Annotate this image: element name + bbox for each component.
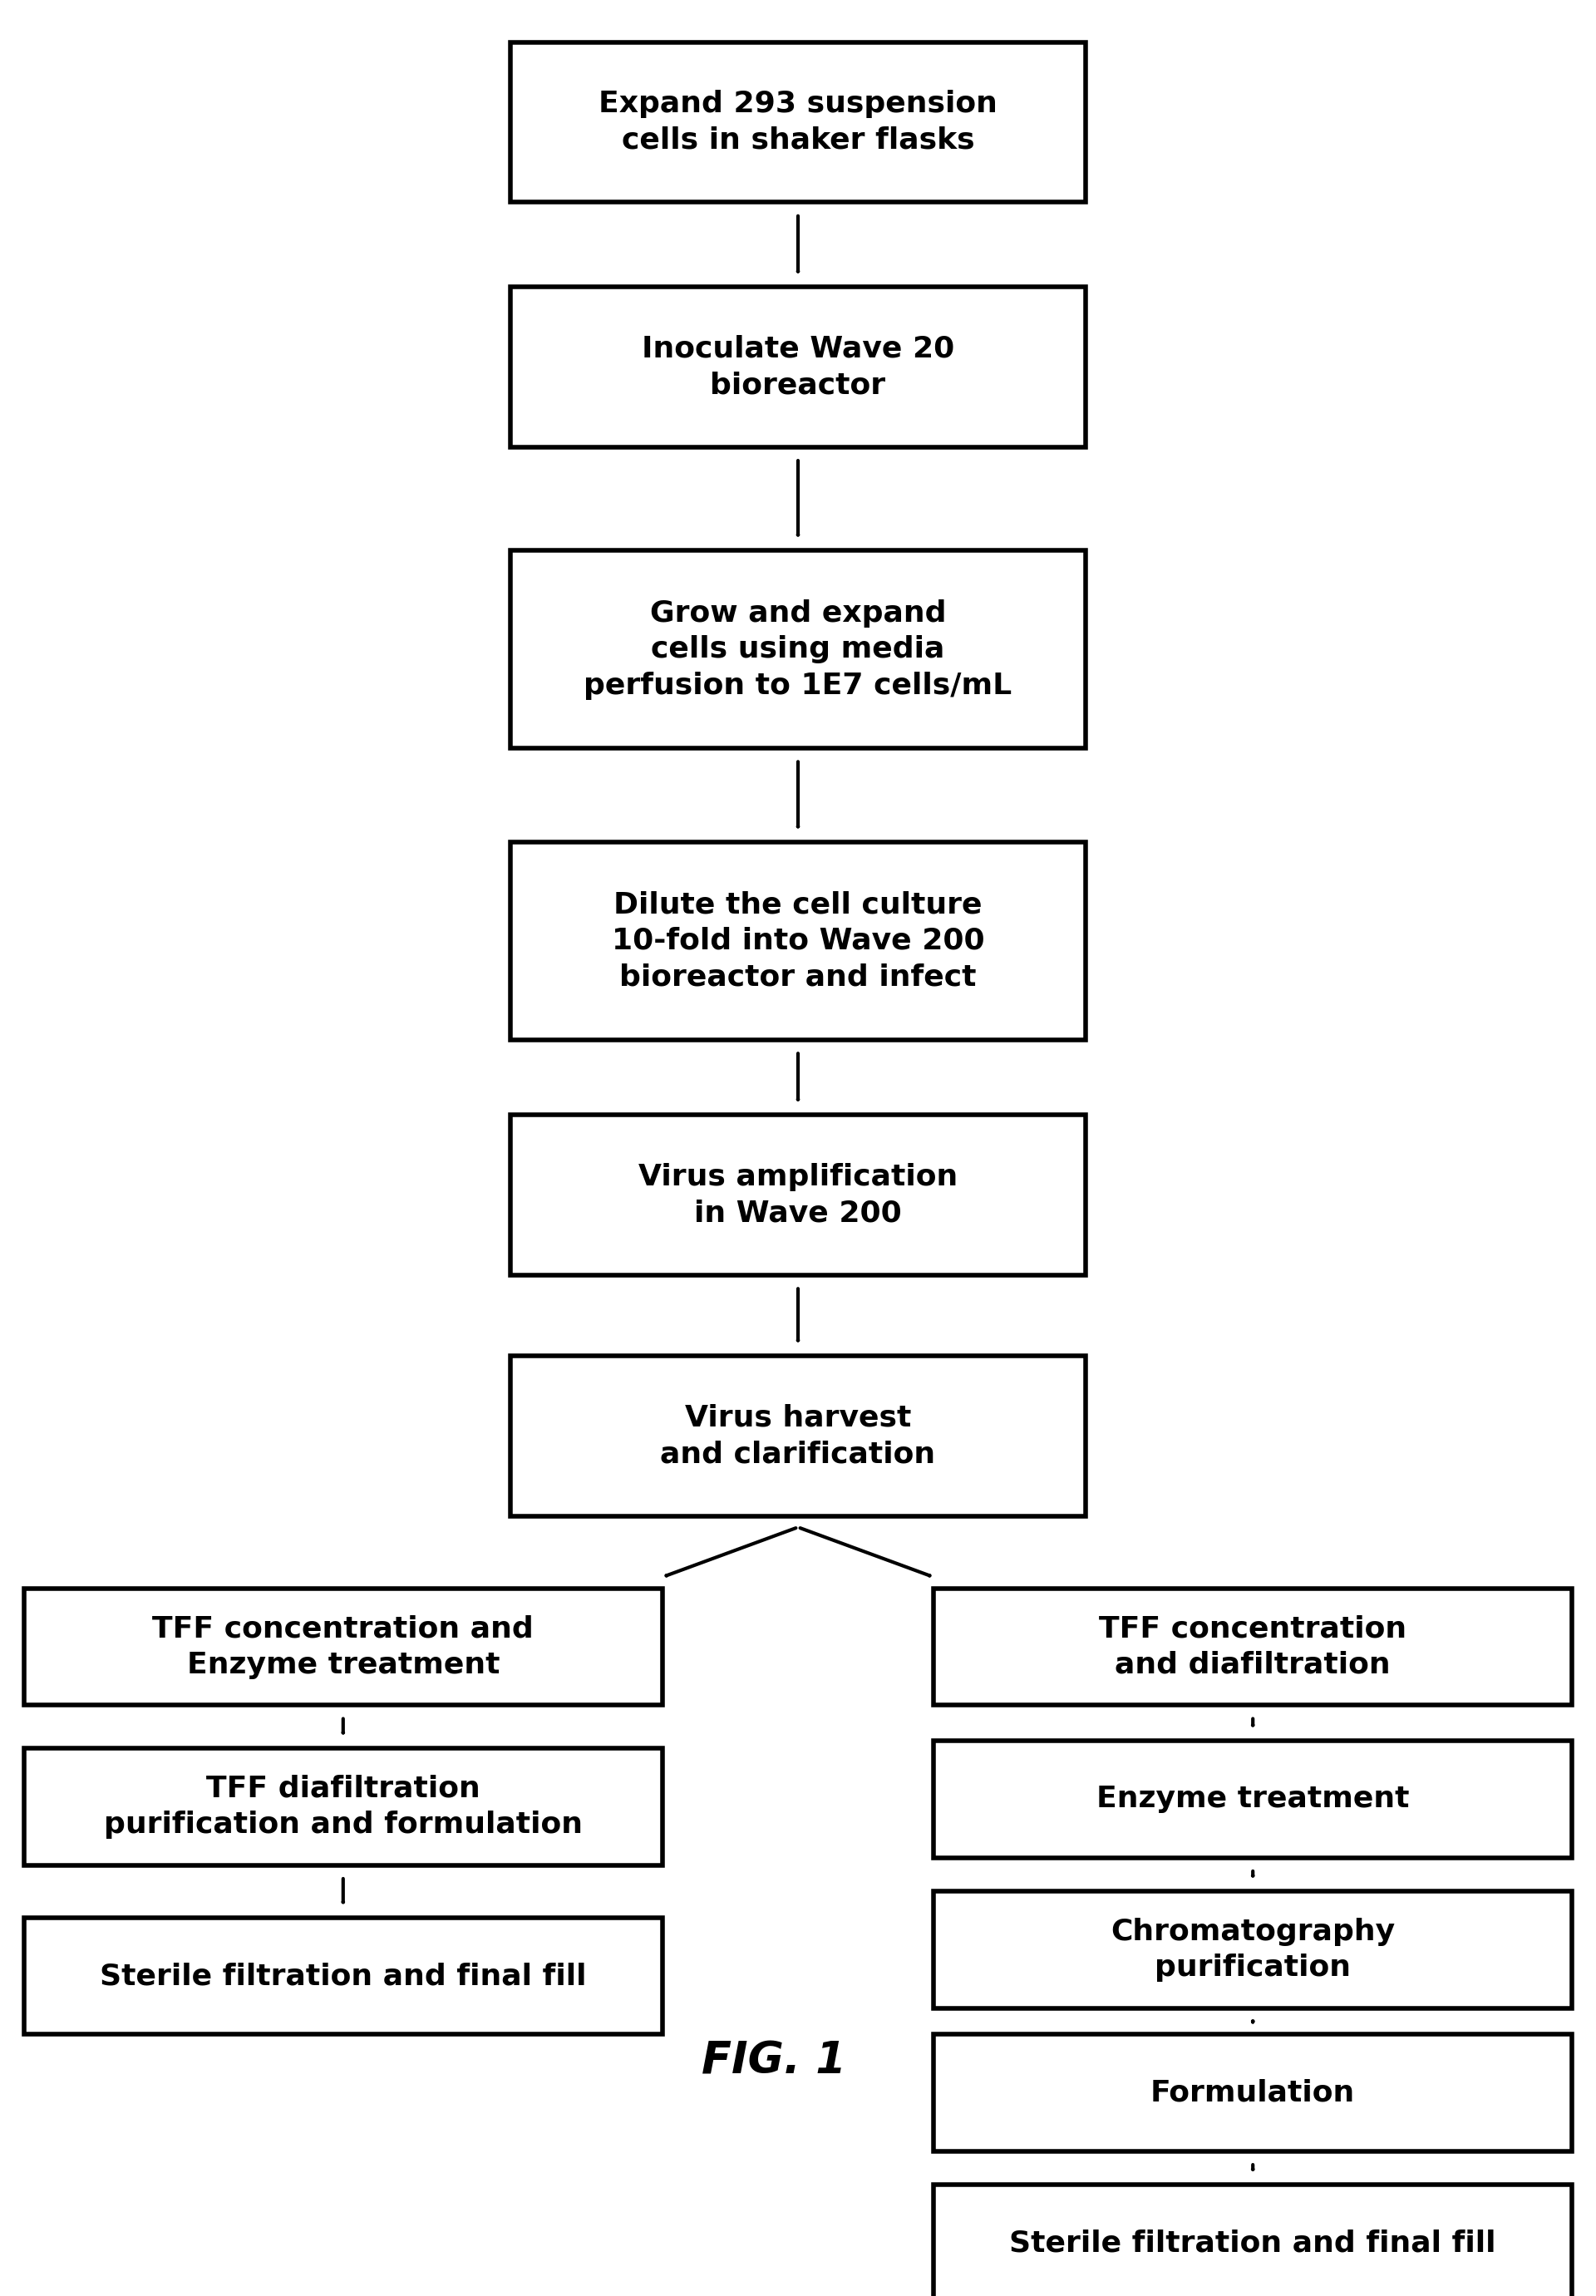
Text: Formulation: Formulation [1151,2078,1355,2108]
FancyBboxPatch shape [934,1740,1572,1857]
FancyBboxPatch shape [511,287,1085,448]
FancyBboxPatch shape [511,1357,1085,1515]
FancyBboxPatch shape [934,2034,1572,2151]
FancyBboxPatch shape [934,1589,1572,1706]
Text: Chromatography
purification: Chromatography purification [1111,1917,1395,1981]
Text: TFF diafiltration
purification and formulation: TFF diafiltration purification and formu… [104,1775,583,1839]
FancyBboxPatch shape [511,1116,1085,1274]
Text: TFF concentration and
Enzyme treatment: TFF concentration and Enzyme treatment [153,1614,533,1678]
FancyBboxPatch shape [24,1747,662,1864]
Text: Virus harvest
and clarification: Virus harvest and clarification [661,1403,935,1467]
Text: Grow and expand
cells using media
perfusion to 1E7 cells/mL: Grow and expand cells using media perfus… [584,599,1012,700]
Text: TFF concentration
and diafiltration: TFF concentration and diafiltration [1100,1614,1406,1678]
Text: Expand 293 suspension
cells in shaker flasks: Expand 293 suspension cells in shaker fl… [598,90,998,154]
FancyBboxPatch shape [511,551,1085,748]
FancyBboxPatch shape [934,2186,1572,2296]
FancyBboxPatch shape [24,1917,662,2034]
FancyBboxPatch shape [934,1892,1572,2009]
Text: Enzyme treatment: Enzyme treatment [1096,1784,1409,1814]
Text: Inoculate Wave 20
bioreactor: Inoculate Wave 20 bioreactor [642,335,954,400]
FancyBboxPatch shape [511,41,1085,202]
Text: Sterile filtration and final fill: Sterile filtration and final fill [1010,2229,1495,2257]
FancyBboxPatch shape [511,843,1085,1040]
Text: Dilute the cell culture
10-fold into Wave 200
bioreactor and infect: Dilute the cell culture 10-fold into Wav… [611,891,985,992]
Text: Sterile filtration and final fill: Sterile filtration and final fill [101,1963,586,1991]
FancyBboxPatch shape [24,1589,662,1706]
Text: FIG. 1: FIG. 1 [702,2039,846,2082]
Text: Virus amplification
in Wave 200: Virus amplification in Wave 200 [638,1162,958,1228]
